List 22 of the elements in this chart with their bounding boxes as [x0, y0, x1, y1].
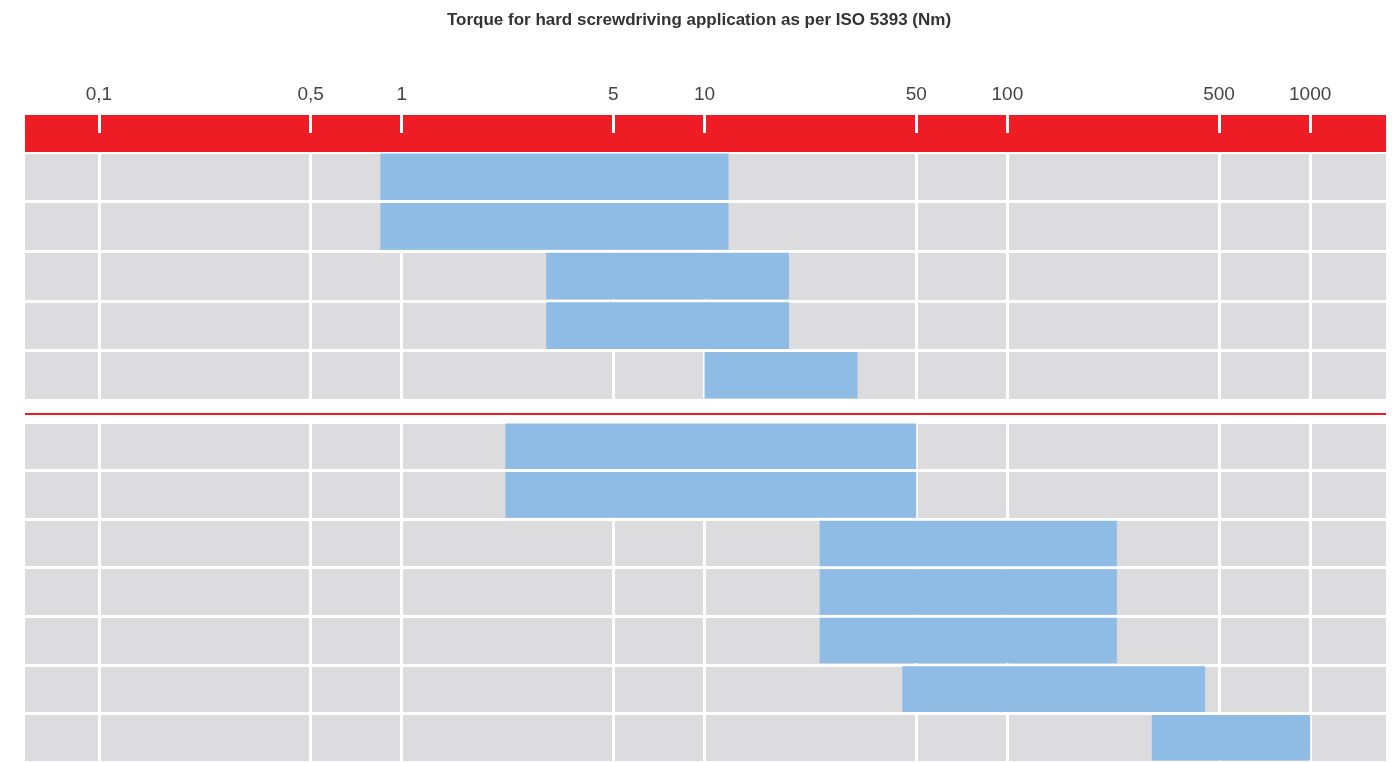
x-tick-label: 500 — [1203, 83, 1235, 104]
bar — [704, 351, 858, 399]
bar — [380, 153, 729, 201]
x-tick-label: 50 — [905, 83, 927, 104]
x-tick-label: 10 — [693, 83, 716, 104]
bar — [380, 203, 729, 250]
bar — [1151, 714, 1311, 761]
chart-title: Torque for hard screwdriving application as per ISO 5393 (Nm) — [445, 10, 953, 30]
bar — [546, 302, 789, 349]
bar — [819, 520, 1117, 567]
x-tick-label: 1000 — [1289, 83, 1332, 104]
bar — [902, 666, 1206, 712]
bar — [505, 423, 917, 470]
bar — [546, 252, 789, 300]
x-tick-label: 0,1 — [85, 83, 113, 104]
bar — [819, 617, 1117, 664]
x-tick-label: 0,5 — [297, 83, 324, 104]
x-tick-label: 1 — [396, 83, 408, 104]
bar — [505, 472, 917, 518]
bar — [819, 569, 1117, 615]
x-tick-label: 5 — [608, 83, 619, 104]
x-tick-label: 100 — [991, 83, 1024, 104]
